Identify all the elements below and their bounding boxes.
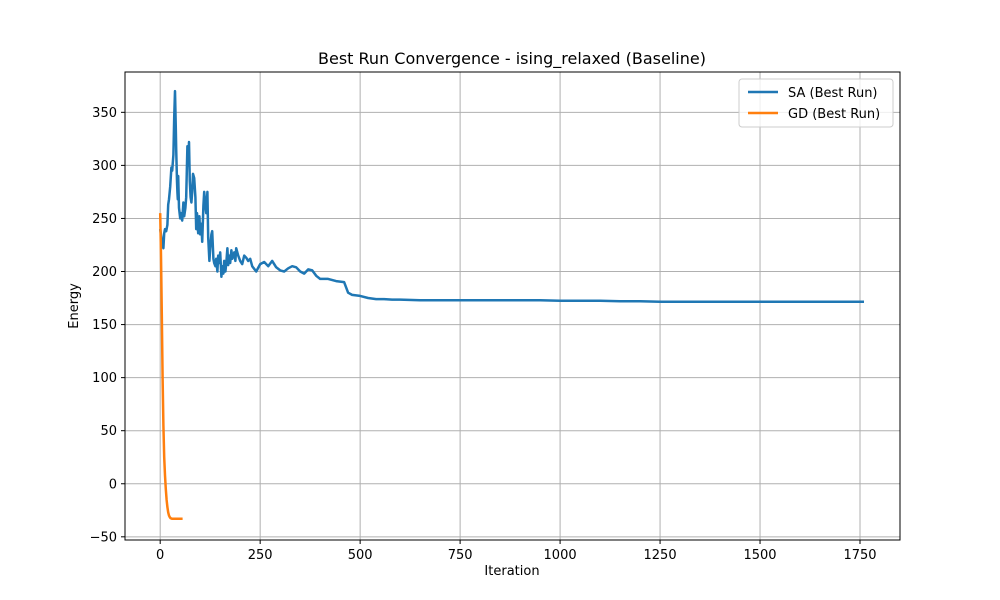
legend: SA (Best Run) GD (Best Run) (738, 78, 894, 128)
x-tick-label: 1750 (843, 548, 876, 563)
plot-frame (124, 71, 901, 541)
x-tick-label: 0 (156, 548, 164, 563)
legend-label-sa: SA (Best Run) (788, 86, 878, 101)
x-axis-label: Iteration (484, 564, 539, 579)
x-tick-label: 1000 (544, 548, 577, 563)
y-tick-label: 150 (92, 318, 117, 333)
x-tick-label: 750 (448, 548, 473, 563)
chart-title: Best Run Convergence - ising_relaxed (Ba… (318, 49, 706, 69)
grid-layer (125, 72, 900, 540)
y-tick-label: 0 (109, 477, 117, 492)
x-tick-label: 250 (248, 548, 273, 563)
tick-layer: 0 250 500 750 1000 1250 1500 1750 −50 0 50 100 150 20… (90, 106, 877, 563)
y-tick-label: 350 (92, 106, 117, 121)
y-tick-label: 200 (92, 265, 117, 280)
series-line-sa (158, 89, 864, 304)
y-tick-label: 100 (92, 371, 117, 386)
x-tick-label: 1500 (743, 548, 776, 563)
y-tick-label: 50 (100, 424, 117, 439)
x-tick-label: 500 (348, 548, 373, 563)
series-line-gd (158, 213, 183, 521)
y-tick-label: 250 (92, 212, 117, 227)
y-tick-label: 300 (92, 159, 117, 174)
y-axis-label: Energy (67, 283, 82, 329)
series-layer (158, 89, 864, 521)
x-tick-label: 1250 (644, 548, 677, 563)
legend-label-gd: GD (Best Run) (788, 107, 880, 122)
y-tick-label: −50 (90, 530, 117, 545)
